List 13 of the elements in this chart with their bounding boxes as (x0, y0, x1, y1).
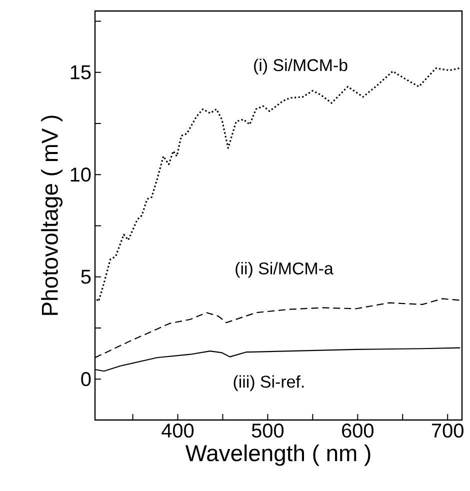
y-tick-label: 15 (70, 65, 91, 80)
x-tick-label: 600 (342, 424, 374, 438)
series-label: (i) Si/MCM-b (254, 58, 348, 75)
series-label: (ii) Si/MCM-a (236, 262, 334, 278)
x-tick-label: 400 (162, 424, 194, 438)
x-tick-label: 500 (252, 424, 284, 438)
y-axis-title: Photovoltage ( mV ) (41, 116, 62, 315)
y-tick-label: 0 (81, 372, 91, 386)
x-tick-label: 700 (432, 424, 464, 438)
y-tick-label: 5 (81, 270, 91, 284)
x-axis-title: Wavelength ( nm ) (185, 444, 370, 466)
series-label: (iii) Si-ref. (234, 375, 304, 392)
y-tick-label: 10 (70, 168, 91, 182)
